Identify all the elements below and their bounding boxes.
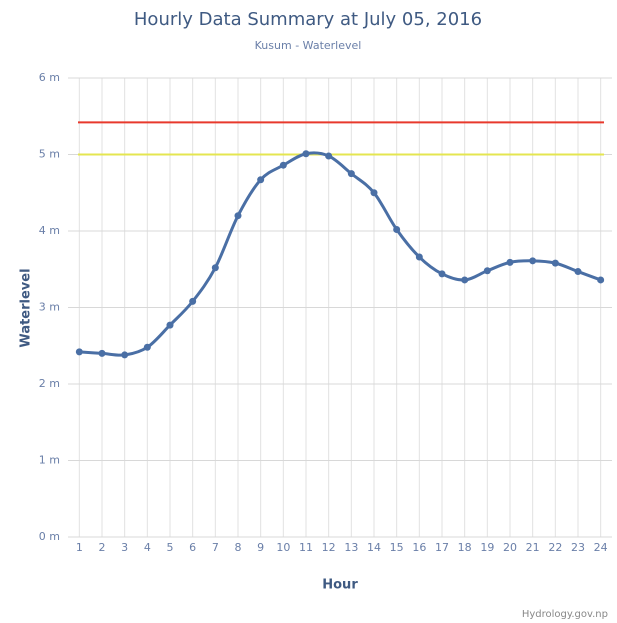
point: [347, 170, 355, 178]
point: [302, 150, 310, 158]
point: [597, 276, 605, 284]
x-tick-label: 6: [189, 541, 196, 554]
point: [325, 152, 333, 160]
y-tick-label: 4 m: [39, 224, 60, 237]
y-tick-label: 3 m: [39, 301, 60, 314]
point: [415, 253, 423, 261]
y-axis-title: Waterlevel: [19, 268, 34, 347]
point: [506, 258, 514, 266]
point: [529, 257, 537, 265]
point: [166, 321, 174, 329]
x-tick-label: 20: [503, 541, 517, 554]
y-tick-label: 5 m: [39, 148, 60, 161]
point: [461, 276, 469, 284]
x-tick-label: 8: [235, 541, 242, 554]
point: [98, 349, 106, 357]
point: [143, 343, 151, 351]
x-tick-label: 7: [212, 541, 219, 554]
point: [370, 189, 378, 197]
point: [75, 348, 83, 356]
y-tick-label: 0 m: [39, 530, 60, 543]
point: [551, 259, 559, 267]
y-tick-label: 6 m: [39, 71, 60, 84]
x-tick-label: 21: [526, 541, 540, 554]
point: [189, 297, 197, 305]
point: [574, 268, 582, 276]
x-tick-label: 18: [458, 541, 472, 554]
x-tick-label: 24: [594, 541, 608, 554]
point: [234, 212, 242, 220]
point: [257, 176, 265, 184]
credits: Hydrology.gov.np: [522, 609, 608, 620]
x-tick-label: 23: [571, 541, 585, 554]
x-tick-label: 19: [480, 541, 494, 554]
point: [483, 267, 491, 275]
x-tick-label: 11: [299, 541, 313, 554]
y-tick-label: 1 m: [39, 454, 60, 467]
x-tick-label: 1: [76, 541, 83, 554]
x-tick-label: 15: [390, 541, 404, 554]
x-tick-label: 13: [344, 541, 358, 554]
x-tick-label: 4: [144, 541, 151, 554]
line: [79, 151, 602, 357]
x-tick-label: 16: [412, 541, 426, 554]
x-tick-label: 5: [167, 541, 174, 554]
x-tick-label: 14: [367, 541, 381, 554]
chart-subtitle: Kusum - Waterlevel: [255, 39, 362, 52]
x-tick-label: 3: [121, 541, 128, 554]
point: [121, 351, 129, 359]
y-tick-label: 2 m: [39, 377, 60, 390]
x-tick-label: 2: [99, 541, 106, 554]
x-tick-label: 17: [435, 541, 449, 554]
point: [279, 161, 287, 169]
point: [211, 264, 219, 272]
x-tick-label: 22: [548, 541, 562, 554]
x-tick-label: 10: [276, 541, 290, 554]
point: [438, 270, 446, 278]
point: [393, 225, 401, 233]
chart-title: Hourly Data Summary at July 05, 2016: [134, 9, 482, 30]
x-tick-label: 9: [257, 541, 264, 554]
x-axis-title: Hour: [322, 578, 358, 593]
x-tick-label: 12: [322, 541, 336, 554]
